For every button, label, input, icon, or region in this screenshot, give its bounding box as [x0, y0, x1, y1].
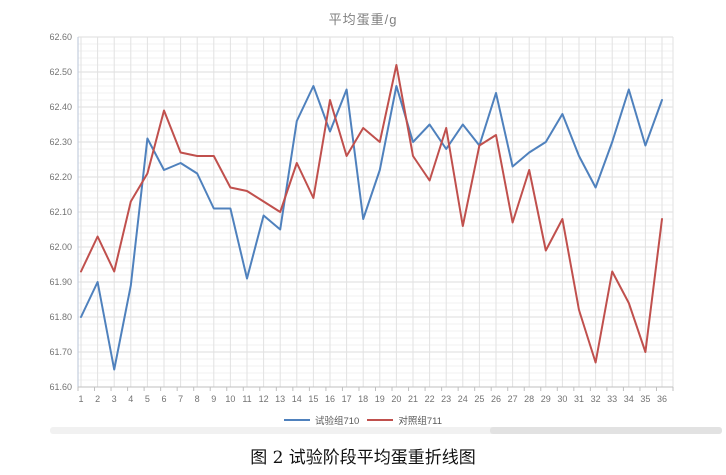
- x-axis-label: 19: [374, 394, 385, 404]
- x-axis-label: 15: [308, 394, 319, 404]
- chart-legend: 试验组710 对照组711: [0, 412, 726, 428]
- x-axis-label: 12: [258, 394, 269, 404]
- x-axis-label: 5: [144, 394, 150, 404]
- x-axis-label: 35: [640, 394, 651, 404]
- x-axis-label: 31: [573, 394, 584, 404]
- y-axis-label: 62.60: [49, 32, 72, 42]
- legend-item-control-group: 对照组711: [367, 413, 442, 427]
- x-axis-label: 11: [242, 394, 252, 404]
- y-axis-label: 62.50: [49, 67, 72, 77]
- x-axis-label: 20: [391, 394, 402, 404]
- y-axis-label: 62.30: [49, 137, 72, 147]
- x-axis-label: 21: [407, 394, 418, 404]
- x-axis-label: 33: [607, 394, 618, 404]
- x-axis-label: 22: [424, 394, 435, 404]
- legend-line-swatch-red: [367, 419, 394, 421]
- x-axis-label: 28: [524, 394, 535, 404]
- y-axis-label: 62.10: [49, 207, 72, 217]
- x-axis-label: 27: [507, 394, 518, 404]
- x-axis-label: 36: [656, 394, 667, 404]
- y-axis-label: 61.70: [49, 347, 72, 357]
- plot-area: [77, 36, 674, 391]
- x-axis-label: 23: [441, 394, 452, 404]
- x-axis-label: 3: [111, 394, 117, 404]
- scrollbar-thumb[interactable]: [490, 427, 722, 434]
- y-axis-label: 62.00: [49, 242, 72, 252]
- x-axis-label: 4: [128, 394, 134, 404]
- y-axis-label: 62.20: [49, 172, 72, 182]
- x-axis-label: 9: [211, 394, 217, 404]
- x-axis-label: 13: [275, 394, 286, 404]
- scrollbar-track[interactable]: [50, 427, 722, 434]
- x-axis-label: 1: [78, 394, 84, 404]
- legend-line-swatch-blue: [283, 419, 310, 421]
- figure-caption: 图 2 试验阶段平均蛋重折线图: [250, 448, 476, 468]
- x-axis-label: 24: [457, 394, 468, 404]
- x-axis-label: 18: [358, 394, 369, 404]
- x-axis-label: 26: [490, 394, 501, 404]
- series-line-1: [80, 64, 663, 364]
- x-axis-label: 7: [178, 394, 184, 404]
- x-axis-label: 29: [540, 394, 551, 404]
- x-axis-label: 6: [161, 394, 167, 404]
- y-axis-label: 61.60: [49, 382, 72, 392]
- x-axis-label: 17: [341, 394, 352, 404]
- x-axis-label: 8: [194, 394, 200, 404]
- y-axis-label: 61.80: [49, 312, 72, 322]
- x-axis-label: 32: [590, 394, 601, 404]
- x-axis-label: 34: [623, 394, 634, 404]
- x-axis-label: 14: [291, 394, 302, 404]
- x-axis-label: 25: [474, 394, 485, 404]
- legend-item-test-group: 试验组710: [283, 413, 360, 427]
- series-line-0: [80, 85, 663, 371]
- chart-title: 平均蛋重/g: [328, 12, 398, 27]
- x-axis-label: 16: [324, 394, 335, 404]
- y-axis-label: 61.90: [49, 277, 72, 287]
- x-axis-label: 30: [557, 394, 568, 404]
- legend-label: 试验组710: [314, 416, 360, 427]
- y-axis-label: 62.40: [49, 102, 72, 112]
- x-axis-label: 2: [95, 394, 101, 404]
- legend-label: 对照组711: [398, 416, 442, 427]
- x-axis-label: 10: [225, 394, 236, 404]
